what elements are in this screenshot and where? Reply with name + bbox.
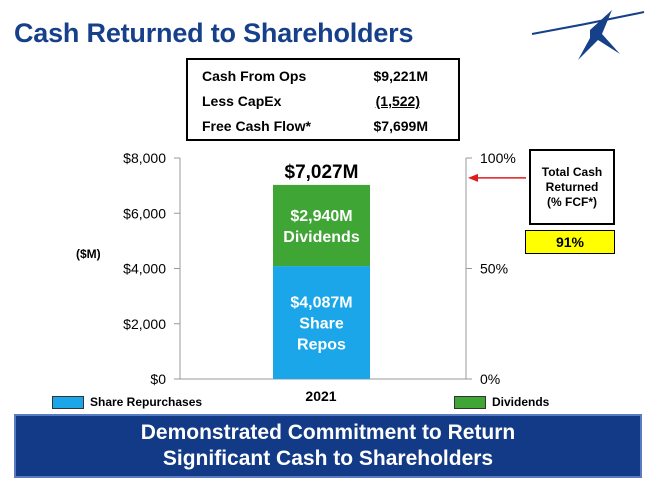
less-capex-label: Less CapEx	[202, 93, 282, 109]
legend-share-repurchases-label: Share Repurchases	[90, 395, 203, 409]
total-cash-returned-line-2: Returned	[545, 179, 599, 194]
bar-dividends-label: $2,940M	[290, 208, 352, 225]
legend-dividends-label: Dividends	[492, 395, 550, 409]
bar-dividends-label: Dividends	[283, 229, 360, 246]
company-logo-icon	[531, 10, 645, 60]
less-capex-value: (1,522)	[375, 93, 420, 109]
bar-share-repurchases-label: Share	[299, 316, 344, 333]
cash-from-ops-row: Cash From Ops $9,221M	[188, 64, 458, 88]
cash-from-ops-value: $9,221M	[373, 68, 428, 84]
total-cash-returned-line-3: (% FCF*)	[547, 194, 597, 209]
y-tick-label: $8,000	[123, 150, 166, 166]
legend-share-repurchases: Share Repurchases	[52, 394, 202, 410]
y-tick-label: $6,000	[123, 205, 166, 221]
y2-tick-label: 100%	[480, 150, 516, 166]
cash-from-ops-label: Cash From Ops	[202, 68, 307, 84]
y-tick-label: $0	[150, 371, 166, 387]
cash-flow-summary-box: Cash From Ops $9,221M Less CapEx (1,522)…	[186, 58, 460, 141]
y2-tick-label: 0%	[480, 371, 500, 387]
less-capex-row: Less CapEx (1,522)	[188, 89, 458, 113]
banner-line-1: Demonstrated Commitment to Return	[140, 421, 516, 444]
bar-share-repurchases-label: Repos	[297, 337, 346, 354]
y-tick-label: $2,000	[123, 316, 166, 332]
bar-dividends	[273, 184, 370, 267]
free-cash-flow-label: Free Cash Flow*	[202, 118, 311, 134]
y-axis-label: ($M)	[76, 247, 101, 261]
free-cash-flow-value: $7,699M	[373, 118, 428, 134]
slide-title: Cash Returned to Shareholders	[14, 18, 414, 48]
bar-share-repurchases-label: $4,087M	[290, 295, 352, 312]
total-cash-returned-line-1: Total Cash	[541, 164, 603, 179]
free-cash-flow-row: Free Cash Flow* $7,699M	[188, 114, 458, 138]
legend-dividends: Dividends	[454, 394, 549, 410]
percent-fcf-badge: 91%	[525, 230, 615, 254]
pct-arrow-icon	[468, 173, 478, 182]
banner-line-2: Significant Cash to Shareholders	[162, 447, 494, 470]
total-cash-returned-box: Total Cash Returned (% FCF*)	[529, 149, 615, 225]
bar-total-label: $7,027M	[285, 162, 359, 183]
y2-tick-label: 50%	[480, 261, 508, 277]
bar-share-repurchases	[273, 266, 370, 379]
commitment-banner: Demonstrated Commitment to Return Signif…	[14, 414, 642, 478]
y-tick-label: $4,000	[123, 261, 166, 277]
dividends-swatch	[454, 395, 486, 409]
share-repurchases-swatch	[52, 395, 84, 409]
x-category-label: 2021	[305, 388, 336, 404]
